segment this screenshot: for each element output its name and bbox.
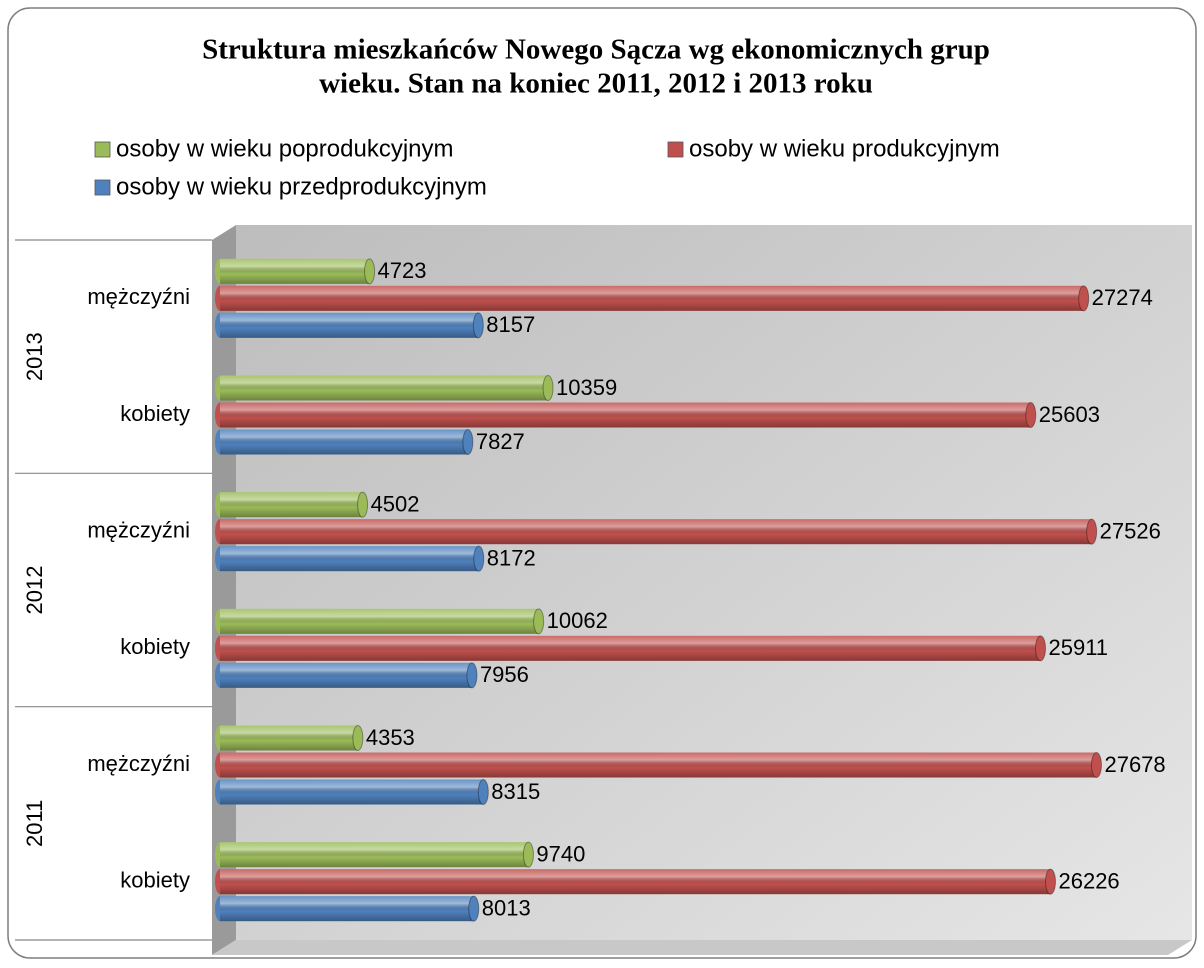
- bar-cap: [472, 312, 484, 339]
- category-label: mężczyźni: [87, 517, 190, 542]
- bar-cap: [542, 375, 554, 401]
- bar-cap: [1090, 752, 1102, 778]
- value-label: 4723: [378, 258, 427, 283]
- bar-shine: [220, 312, 479, 338]
- bar-shine: [220, 725, 358, 751]
- bar-cap: [522, 841, 534, 868]
- bar-shine: [220, 546, 479, 572]
- group-label: 2012: [22, 566, 47, 615]
- legend-label: osoby w wieku poprodukcyjnym: [116, 135, 454, 162]
- category-label: kobiety: [120, 867, 190, 892]
- category-label: mężczyźni: [87, 284, 190, 309]
- bar-cap: [468, 895, 480, 922]
- chart-title: wieku. Stan na koniec 2011, 2012 i 2013 …: [319, 68, 873, 100]
- category-label: kobiety: [120, 634, 190, 659]
- bar-shine: [220, 258, 370, 284]
- bar-shine: [220, 608, 539, 634]
- bar-cap: [466, 662, 478, 689]
- bar-shine: [220, 402, 1031, 428]
- value-label: 26226: [1058, 868, 1119, 893]
- bar-cap: [364, 258, 376, 285]
- bar-shine: [220, 752, 1097, 778]
- bar-shine: [220, 519, 1092, 545]
- category-label: kobiety: [120, 401, 190, 426]
- bar-cap: [473, 545, 485, 572]
- bar-cap: [352, 725, 364, 751]
- bar-shine: [220, 779, 484, 805]
- value-label: 8172: [487, 545, 536, 570]
- value-label: 4353: [366, 725, 415, 750]
- legend-swatch: [667, 141, 684, 158]
- bar-shine: [220, 662, 472, 688]
- bar-shine: [220, 375, 549, 401]
- bar-cap: [357, 491, 369, 518]
- bar-cap: [462, 429, 474, 455]
- value-label: 9740: [536, 841, 585, 866]
- value-label: 10359: [556, 375, 617, 400]
- category-label: mężczyźni: [87, 751, 190, 776]
- bar-shine: [220, 285, 1084, 311]
- value-label: 25603: [1039, 402, 1100, 427]
- bar-cap: [1044, 868, 1056, 895]
- bar-cap: [1025, 402, 1037, 428]
- value-label: 27678: [1104, 752, 1165, 777]
- value-label: 8013: [482, 895, 531, 920]
- legend-swatch: [94, 141, 111, 158]
- bar-cap: [1035, 635, 1047, 662]
- value-label: 4502: [371, 491, 420, 516]
- bar-shine: [220, 896, 474, 922]
- value-label: 10062: [547, 608, 608, 633]
- bar-cap: [533, 608, 545, 635]
- bar-cap: [1086, 518, 1098, 545]
- value-label: 7827: [476, 429, 525, 454]
- bar-shine: [220, 842, 529, 868]
- bar-shine: [220, 492, 363, 518]
- bar-cap: [1078, 285, 1090, 312]
- floor: [212, 940, 1192, 955]
- bar-shine: [220, 429, 468, 455]
- value-label: 25911: [1049, 635, 1109, 660]
- value-label: 8315: [491, 779, 540, 804]
- bar-shine: [220, 869, 1051, 895]
- value-label: 27274: [1092, 285, 1153, 310]
- bar-cap: [477, 779, 489, 805]
- chart-title: Struktura mieszkańców Nowego Sącza wg ek…: [202, 34, 990, 66]
- value-label: 7956: [480, 662, 529, 687]
- group-label: 2011: [22, 800, 47, 847]
- legend-label: osoby w wieku przedprodukcyjnym: [116, 173, 487, 200]
- bar-shine: [220, 635, 1041, 661]
- group-label: 2013: [22, 332, 47, 381]
- legend-label: osoby w wieku produkcyjnym: [689, 135, 1000, 162]
- legend-swatch: [94, 179, 111, 196]
- value-label: 8157: [486, 312, 535, 337]
- value-label: 27526: [1100, 518, 1161, 543]
